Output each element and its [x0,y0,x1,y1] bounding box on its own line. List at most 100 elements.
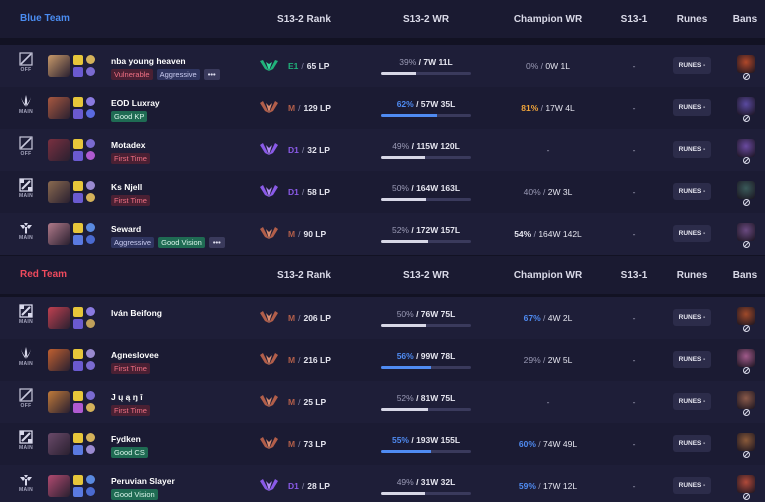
player-tag: Good KP [111,111,148,122]
season-winrate: 50% / 76W 75L [381,309,471,319]
season-winrate: 55% / 193W 155L [381,435,471,445]
champion-winrate-percent: 29% [523,355,541,365]
champion-portrait [48,475,70,497]
team-name: Red Team [20,269,68,280]
rune-icon [86,55,95,64]
season-winrate: 49% / 31W 32L [381,477,471,487]
player-tag: First Time [111,363,150,374]
player-name[interactable]: nba young heaven [111,56,186,66]
winrate-separator: / [408,225,417,235]
rank-tier: M [288,313,296,323]
champion-portrait [48,223,70,245]
role-label: MAIN [19,319,33,325]
role-indicator: MAIN [14,94,38,115]
runes-button[interactable]: RUNES - [673,141,711,158]
runes-button[interactable]: RUNES - [673,477,711,494]
champion-winrate-separator: / [540,187,548,197]
winrate-percent: 50% [396,309,414,319]
champion-winrate: 60% / 74W 49L [519,439,577,449]
previous-season-rank: - [632,313,636,323]
player-name[interactable]: Motadex [111,140,146,150]
banned-champion-icon [737,433,755,451]
column-runes: Runes [676,14,708,25]
champion-winrate: 81% / 17W 4L [521,103,574,113]
banned-champion-icon [737,475,755,493]
champion-portrait [48,97,70,119]
champion-portrait [48,55,70,77]
column-wr: S13-2 WR [402,270,450,281]
summoner-spells [73,307,83,331]
role-label: MAIN [19,109,33,115]
player-name[interactable]: EOD Luxray [111,98,160,108]
player-name[interactable]: Agneslovee [111,350,159,360]
role-indicator: MAIN [14,430,38,451]
rune-icons [86,139,96,163]
player-name[interactable]: Ks Njell [111,182,143,192]
column-s13-1: S13-1 [620,270,648,281]
runes-button[interactable]: RUNES - [673,57,711,74]
champion-winrate: 0% / 0W 1L [526,61,570,71]
role-label: MAIN [19,445,33,451]
rank-separator: / [298,313,301,323]
ban-slash-icon [743,199,750,206]
runes-button[interactable]: RUNES - [673,435,711,452]
role-label: OFF [20,67,32,73]
role-label: OFF [20,151,32,157]
champion-winrate-percent: 60% [518,439,536,449]
summoner-spell-icon [73,139,83,149]
champion-winrate-record: - [546,397,550,407]
rune-icon [86,109,95,118]
role-indicator: MAIN [14,472,38,493]
support-role-icon [14,220,38,234]
rune-icon [86,349,95,358]
champion-winrate: 67% / 4W 2L [524,313,573,323]
player-name[interactable]: J ų ą ŋ î [111,392,143,402]
rank-text: M/25 LP [288,397,326,407]
runes-button[interactable]: RUNES - [673,351,711,368]
more-tags-button[interactable]: ••• [208,237,225,248]
runes-button[interactable]: RUNES - [673,393,711,410]
player-name[interactable]: Seward [111,224,142,234]
winrate-percent: 52% [396,393,414,403]
rank-text: D1/58 LP [288,187,330,197]
rank-lp: 129 LP [303,103,331,113]
column-rank: S13-2 Rank [277,14,331,25]
master-rank-icon [259,435,279,452]
summoner-spell-icon [73,151,83,161]
role-indicator: OFF [14,388,38,409]
player-name[interactable]: Fydken [111,434,141,444]
player-name[interactable]: Iván Beifong [111,308,163,318]
role-indicator: MAIN [14,220,38,241]
winrate-bar [381,114,471,117]
rune-icons [86,97,96,121]
runes-button[interactable]: RUNES - [673,309,711,326]
winrate-separator: / [413,477,421,487]
column-rank: S13-2 Rank [277,270,331,281]
season-winrate: 50% / 164W 163L [381,183,471,193]
player-name[interactable]: Peruvian Slayer [111,476,175,486]
ban-slash-icon [743,73,750,80]
player-tags: First Time [111,405,150,416]
player-tags: Vulnerable Aggressive ••• [111,69,220,80]
champion-winrate-record: 17W 12L [543,481,578,491]
rank-text: M/206 LP [288,313,331,323]
runes-button[interactable]: RUNES - [673,99,711,116]
rank-text: D1/28 LP [288,481,330,491]
column-champion-wr: Champion WR [513,270,583,281]
runes-button[interactable]: RUNES - [673,183,711,200]
rank-separator: / [298,355,301,365]
previous-season-rank: - [632,397,636,407]
winrate-percent: 62% [396,99,414,109]
banned-champion-icon [737,139,755,157]
previous-season-rank: - [632,439,636,449]
winrate-bar [381,366,471,369]
season-winrate: 62% / 57W 35L [381,99,471,109]
more-tags-button[interactable]: ••• [203,69,220,80]
diamond-rank-icon [259,141,279,158]
player-tag: First Time [111,153,150,164]
champion-winrate-separator: / [531,229,539,239]
champion-winrate-record: 17W 4L [545,103,575,113]
runes-button[interactable]: RUNES - [673,225,711,242]
rune-icon [86,151,95,160]
winrate-record: 57W 35L [420,99,456,109]
